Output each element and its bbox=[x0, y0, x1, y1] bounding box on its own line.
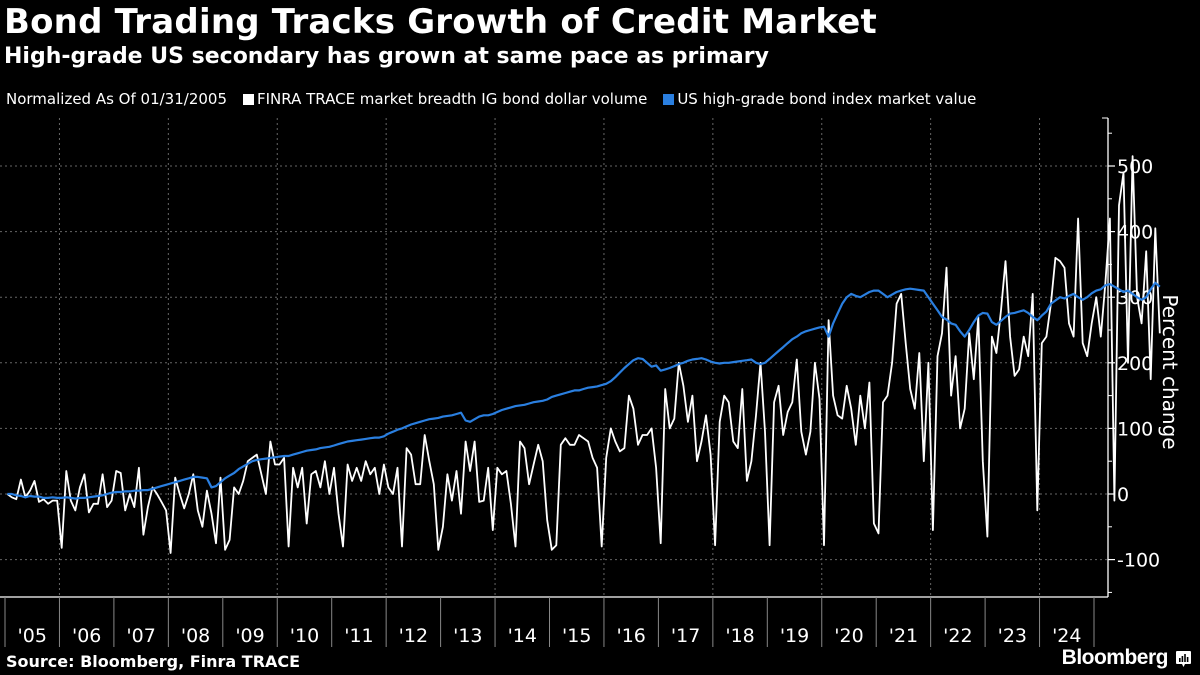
bloomberg-chart-icon bbox=[1176, 651, 1191, 667]
series-line-trace-volume bbox=[6, 155, 1161, 554]
x-tick-label: '16 bbox=[616, 625, 645, 647]
y-tick-label: 500 bbox=[1117, 156, 1153, 178]
bloomberg-logo: Bloomberg bbox=[1061, 646, 1169, 669]
chart-subtitle: High-grade US secondary has grown at sam… bbox=[4, 44, 769, 69]
series-lines bbox=[6, 155, 1161, 554]
legend-label-index-value: US high-grade bond index market value bbox=[677, 90, 977, 108]
x-tick-label: '13 bbox=[453, 625, 482, 647]
x-tick-label: '09 bbox=[235, 625, 264, 647]
y-tick-label: 200 bbox=[1117, 353, 1153, 375]
x-tick-label: '24 bbox=[1052, 625, 1081, 647]
x-tick-label: '21 bbox=[889, 625, 918, 647]
x-tick-label: '17 bbox=[671, 625, 700, 647]
x-tick-label: '14 bbox=[508, 625, 537, 647]
x-tick-label: '12 bbox=[399, 625, 428, 647]
x-tick-label: '11 bbox=[344, 625, 373, 647]
x-tick-label: '15 bbox=[562, 625, 591, 647]
x-tick-label: '22 bbox=[943, 625, 972, 647]
x-tick-label: '07 bbox=[126, 625, 155, 647]
x-tick-label: '18 bbox=[725, 625, 754, 647]
legend-swatch-white bbox=[243, 93, 254, 105]
x-tick-label: '05 bbox=[18, 625, 47, 647]
y-tick-label: -100 bbox=[1117, 550, 1160, 572]
x-tick-label: '08 bbox=[181, 625, 210, 647]
x-axis: '05 '06 '07 '08 '09 '10 '11 '12 '13 '14 '15 '16 '17 '… bbox=[0, 596, 1108, 647]
x-tick-label: '19 bbox=[780, 625, 809, 647]
x-tick-label: '10 bbox=[290, 625, 319, 647]
x-tick-label: '06 bbox=[72, 625, 101, 647]
legend-note: Normalized As Of 01/31/2005 bbox=[6, 90, 227, 108]
legend-swatch-blue bbox=[663, 93, 675, 105]
chart-title: Bond Trading Tracks Growth of Credit Mar… bbox=[4, 2, 877, 42]
legend-label-trace-volume: FINRA TRACE market breadth IG bond dolla… bbox=[257, 90, 648, 108]
series-line-index-value bbox=[7, 281, 1161, 500]
x-tick-label: '23 bbox=[998, 625, 1027, 647]
legend-item-index-value: US high-grade bond index market value bbox=[663, 90, 976, 108]
x-tick-label: '20 bbox=[834, 625, 863, 647]
y-tick-label: 100 bbox=[1117, 418, 1153, 440]
legend: Normalized As Of 01/31/2005 FINRA TRACE … bbox=[6, 90, 992, 108]
source-note: Source: Bloomberg, Finra TRACE bbox=[6, 652, 301, 671]
y-tick-label: 0 bbox=[1117, 484, 1129, 506]
legend-item-trace-volume: FINRA TRACE market breadth IG bond dolla… bbox=[243, 90, 647, 108]
y-axis-label: Percent change bbox=[1158, 294, 1182, 450]
gridlines bbox=[0, 118, 1108, 597]
